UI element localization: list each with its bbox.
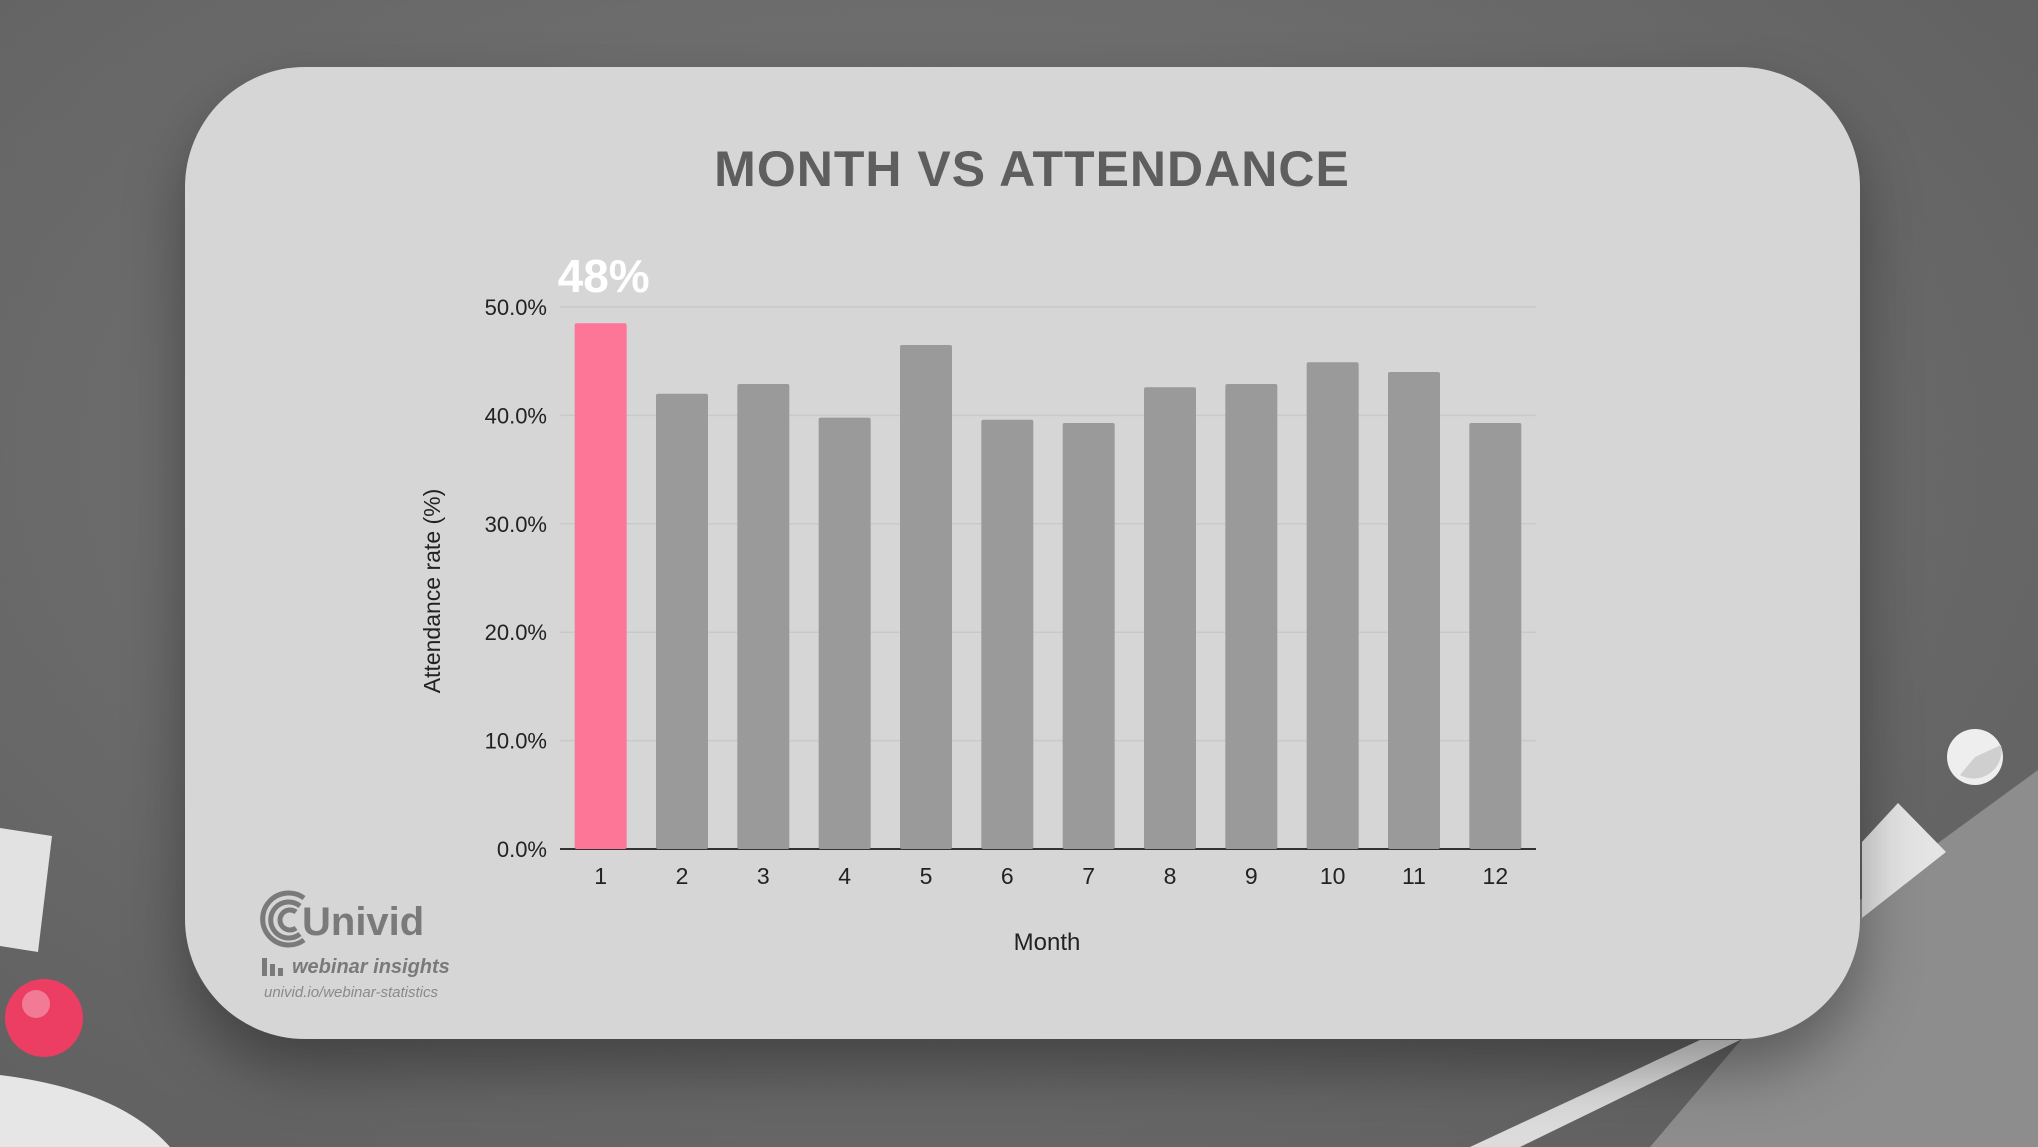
- bar: [1469, 422, 1522, 849]
- deco-pink-ball-highlight: [22, 990, 50, 1018]
- x-tick-label: 9: [1245, 863, 1258, 889]
- logo-tagline: webinar insights: [292, 956, 450, 978]
- x-tick-label: 11: [1402, 863, 1426, 889]
- highlight-value-label: 48%: [558, 250, 650, 302]
- x-tick-label: 12: [1483, 863, 1509, 889]
- labels-layer: 0.0% 10.0% 20.0% 30.0% 40.0% 50.0% 1 48% 2 3 4 5 6 7 8…: [419, 250, 1508, 956]
- y-tick-label: 0.0%: [497, 837, 547, 862]
- deco-white-stripe: [1470, 1040, 1740, 1147]
- x-tick-label: 10: [1320, 863, 1346, 889]
- x-tick-label: 2: [676, 863, 689, 889]
- x-tick-label: 3: [757, 863, 770, 889]
- bar: [818, 417, 871, 849]
- x-tick-label: 5: [920, 863, 933, 889]
- x-tick-label: 7: [1082, 863, 1095, 889]
- x-tick-label: 1: [594, 863, 607, 889]
- y-tick-label: 10.0%: [485, 729, 547, 754]
- univid-logo: Univid webinar insights univid.io/webina…: [252, 878, 492, 1008]
- bar: [1062, 422, 1115, 849]
- y-axis-title: Attendance rate (%): [419, 489, 445, 694]
- y-tick-label: 20.0%: [485, 620, 547, 645]
- bar: [737, 383, 790, 849]
- y-tick-label: 50.0%: [485, 295, 547, 320]
- bar: [656, 393, 708, 849]
- grid-layer: [560, 306, 1536, 850]
- deco-white-ball-shade: [1960, 745, 2002, 779]
- chart-title: MONTH VS ATTENDANCE: [714, 141, 1350, 197]
- y-tick-label: 30.0%: [485, 512, 547, 537]
- logo-url: univid.io/webinar-statistics: [264, 984, 438, 1001]
- deco-light-block-left: [0, 828, 52, 952]
- bar-highlight: [574, 323, 627, 849]
- bars-layer: [574, 323, 1522, 849]
- logo-name: Univid: [302, 900, 425, 944]
- deco-white-arc: [0, 1075, 170, 1147]
- bar: [1306, 362, 1359, 849]
- x-axis-title: Month: [1014, 929, 1081, 956]
- x-tick-label: 4: [838, 863, 851, 889]
- bar: [1144, 387, 1196, 849]
- x-tick-label: 6: [1001, 863, 1014, 889]
- deco-light-strip: [1862, 803, 1946, 918]
- x-tick-label: 8: [1164, 863, 1177, 889]
- bar: [900, 344, 952, 849]
- bar: [1225, 383, 1278, 849]
- y-tick-label: 40.0%: [485, 403, 547, 428]
- bar: [981, 419, 1034, 849]
- bars-mini-icon: [262, 958, 283, 976]
- univid-logo-icon: [260, 890, 306, 948]
- bar: [1388, 372, 1440, 849]
